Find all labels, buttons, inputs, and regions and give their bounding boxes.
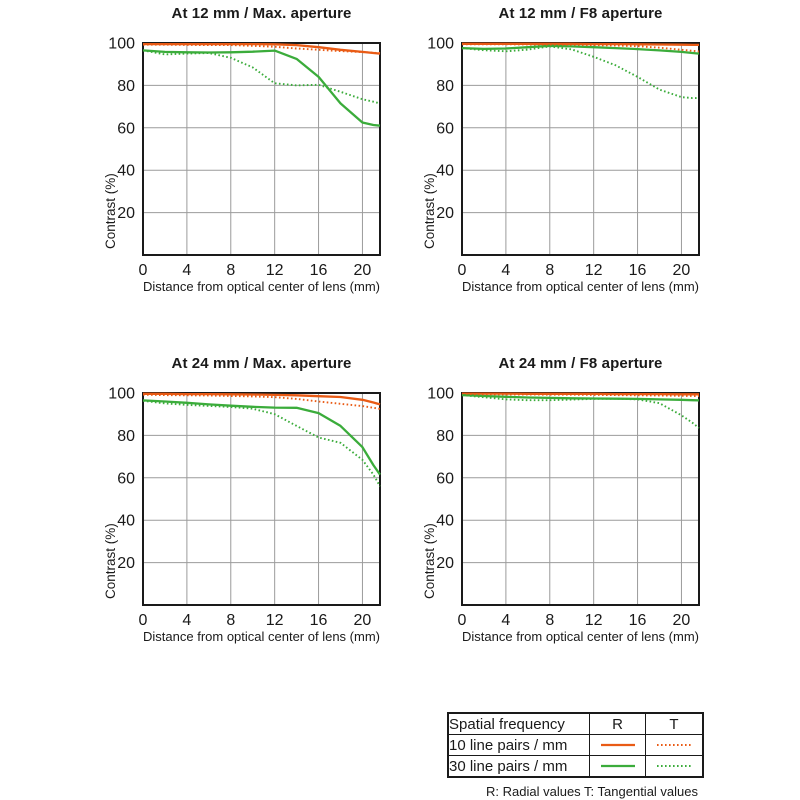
x-tick-label: 16 xyxy=(310,612,328,628)
x-axis-label: Distance from optical center of lens (mm… xyxy=(143,279,380,294)
plot-border xyxy=(142,392,381,606)
chart-title: At 12 mm / F8 aperture xyxy=(498,5,663,22)
y-tick-label: 100 xyxy=(427,36,454,53)
series-line-10-line-pairs-mm-radial xyxy=(462,42,699,47)
series-line-30-line-pairs-mm-tangential xyxy=(461,45,699,100)
y-axis-label: Contrast (%) xyxy=(103,173,118,249)
series-line-30-line-pairs-mm-tangential xyxy=(142,399,381,487)
x-tick-label: 12 xyxy=(266,262,284,278)
x-tick-label: 8 xyxy=(226,612,235,628)
series-line-10-line-pairs-mm-radial xyxy=(462,392,699,396)
y-axis-label: Contrast (%) xyxy=(103,523,118,599)
plot-border xyxy=(461,42,700,256)
x-tick-label: 4 xyxy=(501,612,510,628)
x-tick-label: 0 xyxy=(458,262,467,278)
plot-border xyxy=(461,392,700,606)
x-axis-label: Distance from optical center of lens (mm… xyxy=(462,629,699,644)
y-tick-label: 60 xyxy=(436,120,454,137)
x-tick-label: 12 xyxy=(266,612,284,628)
x-tick-label: 12 xyxy=(585,612,603,628)
legend-footnote: R: Radial values T: Tangential values xyxy=(486,784,698,799)
mtf-plot-svg: 20 40 60 80 100 0 4 8 12 16 20 xyxy=(108,386,381,628)
mtf-chart-24mm-max-aperture: At 24 mm / Max. aperture 20 40 60 80 100 0 4 8 1… xyxy=(90,350,394,662)
y-tick-label: 40 xyxy=(436,513,454,530)
y-tick-label: 60 xyxy=(436,470,454,487)
series-line-30-line-pairs-mm-radial xyxy=(142,399,381,476)
x-tick-label: 8 xyxy=(226,262,235,278)
y-axis-label: Contrast (%) xyxy=(422,523,437,599)
y-tick-label: 80 xyxy=(436,78,454,95)
series-line-10-line-pairs-mm-radial xyxy=(143,42,381,55)
y-tick-label: 100 xyxy=(108,36,135,53)
x-tick-label: 12 xyxy=(585,262,603,278)
x-tick-label: 0 xyxy=(139,262,148,278)
y-tick-label: 100 xyxy=(427,386,454,403)
series-line-10-line-pairs-mm-radial xyxy=(143,392,381,406)
legend-header-radial: R xyxy=(589,712,646,735)
x-tick-label: 20 xyxy=(673,612,691,628)
x-axis-label: Distance from optical center of lens (mm… xyxy=(462,279,699,294)
legend-label-30lp: 30 line pairs / mm xyxy=(447,755,590,778)
x-tick-label: 16 xyxy=(310,262,328,278)
x-tick-label: 20 xyxy=(354,262,372,278)
mtf-chart-12mm-f8-aperture: At 12 mm / F8 aperture 20 40 60 80 100 0 4 8 12 1… xyxy=(409,0,713,312)
y-tick-label: 100 xyxy=(108,386,135,403)
y-tick-label: 60 xyxy=(117,470,135,487)
legend-line-10lp-tangential xyxy=(657,744,691,746)
legend-row-10lp: 10 line pairs / mm xyxy=(447,734,704,756)
y-tick-label: 80 xyxy=(117,428,135,445)
series-line-30-line-pairs-mm-radial xyxy=(461,44,700,55)
y-tick-label: 80 xyxy=(117,78,135,95)
x-tick-label: 20 xyxy=(354,612,372,628)
legend-line-30lp-radial xyxy=(600,764,635,768)
y-tick-label: 20 xyxy=(117,555,135,572)
series-line-30-line-pairs-mm-radial xyxy=(142,49,381,127)
x-tick-label: 0 xyxy=(458,612,467,628)
legend-label-10lp: 10 line pairs / mm xyxy=(447,734,590,756)
y-tick-label: 20 xyxy=(436,555,454,572)
mtf-plot-svg: 20 40 60 80 100 0 4 8 12 16 20 xyxy=(427,36,700,278)
mtf-chart-12mm-max-aperture: At 12 mm / Max. aperture 20 40 60 80 100 0 4 8 1… xyxy=(90,0,394,312)
x-tick-label: 0 xyxy=(139,612,148,628)
plot-border xyxy=(142,42,381,256)
series-line-30-line-pairs-mm-radial xyxy=(461,393,700,402)
legend-line-30lp-tangential xyxy=(657,765,691,767)
legend-header-row: Spatial frequency R T xyxy=(447,712,704,735)
x-tick-label: 4 xyxy=(501,262,510,278)
y-tick-label: 40 xyxy=(117,513,135,530)
chart-title: At 24 mm / Max. aperture xyxy=(171,355,352,372)
x-tick-label: 16 xyxy=(629,612,647,628)
x-tick-label: 4 xyxy=(182,612,191,628)
mtf-plot-svg: 20 40 60 80 100 0 4 8 12 16 20 xyxy=(427,386,700,628)
y-axis-label: Contrast (%) xyxy=(422,173,437,249)
chart-title: At 12 mm / Max. aperture xyxy=(171,5,352,22)
legend-table: Spatial frequency R T 10 line pairs / mm… xyxy=(447,712,704,778)
series-line-30-line-pairs-mm-tangential xyxy=(461,394,700,429)
legend-header-tangential: T xyxy=(645,712,704,735)
mtf-chart-24mm-f8-aperture: At 24 mm / F8 aperture 20 40 60 80 100 0 4 8 12 1… xyxy=(409,350,713,662)
x-tick-label: 4 xyxy=(182,262,191,278)
x-tick-label: 8 xyxy=(545,262,554,278)
legend-line-10lp-radial xyxy=(600,743,635,747)
y-tick-label: 80 xyxy=(436,428,454,445)
chart-title: At 24 mm / F8 aperture xyxy=(498,355,663,372)
y-tick-label: 20 xyxy=(436,205,454,222)
x-tick-label: 8 xyxy=(545,612,554,628)
legend-row-30lp: 30 line pairs / mm xyxy=(447,755,704,778)
x-tick-label: 20 xyxy=(673,262,691,278)
mtf-plot-svg: 20 40 60 80 100 0 4 8 12 16 20 xyxy=(108,36,381,278)
x-tick-label: 16 xyxy=(629,262,647,278)
series-line-30-line-pairs-mm-tangential xyxy=(142,49,381,105)
y-tick-label: 40 xyxy=(436,163,454,180)
legend-header-spatial-frequency: Spatial frequency xyxy=(447,712,590,735)
y-tick-label: 20 xyxy=(117,205,135,222)
y-tick-label: 40 xyxy=(117,163,135,180)
y-tick-label: 60 xyxy=(117,120,135,137)
x-axis-label: Distance from optical center of lens (mm… xyxy=(143,629,380,644)
